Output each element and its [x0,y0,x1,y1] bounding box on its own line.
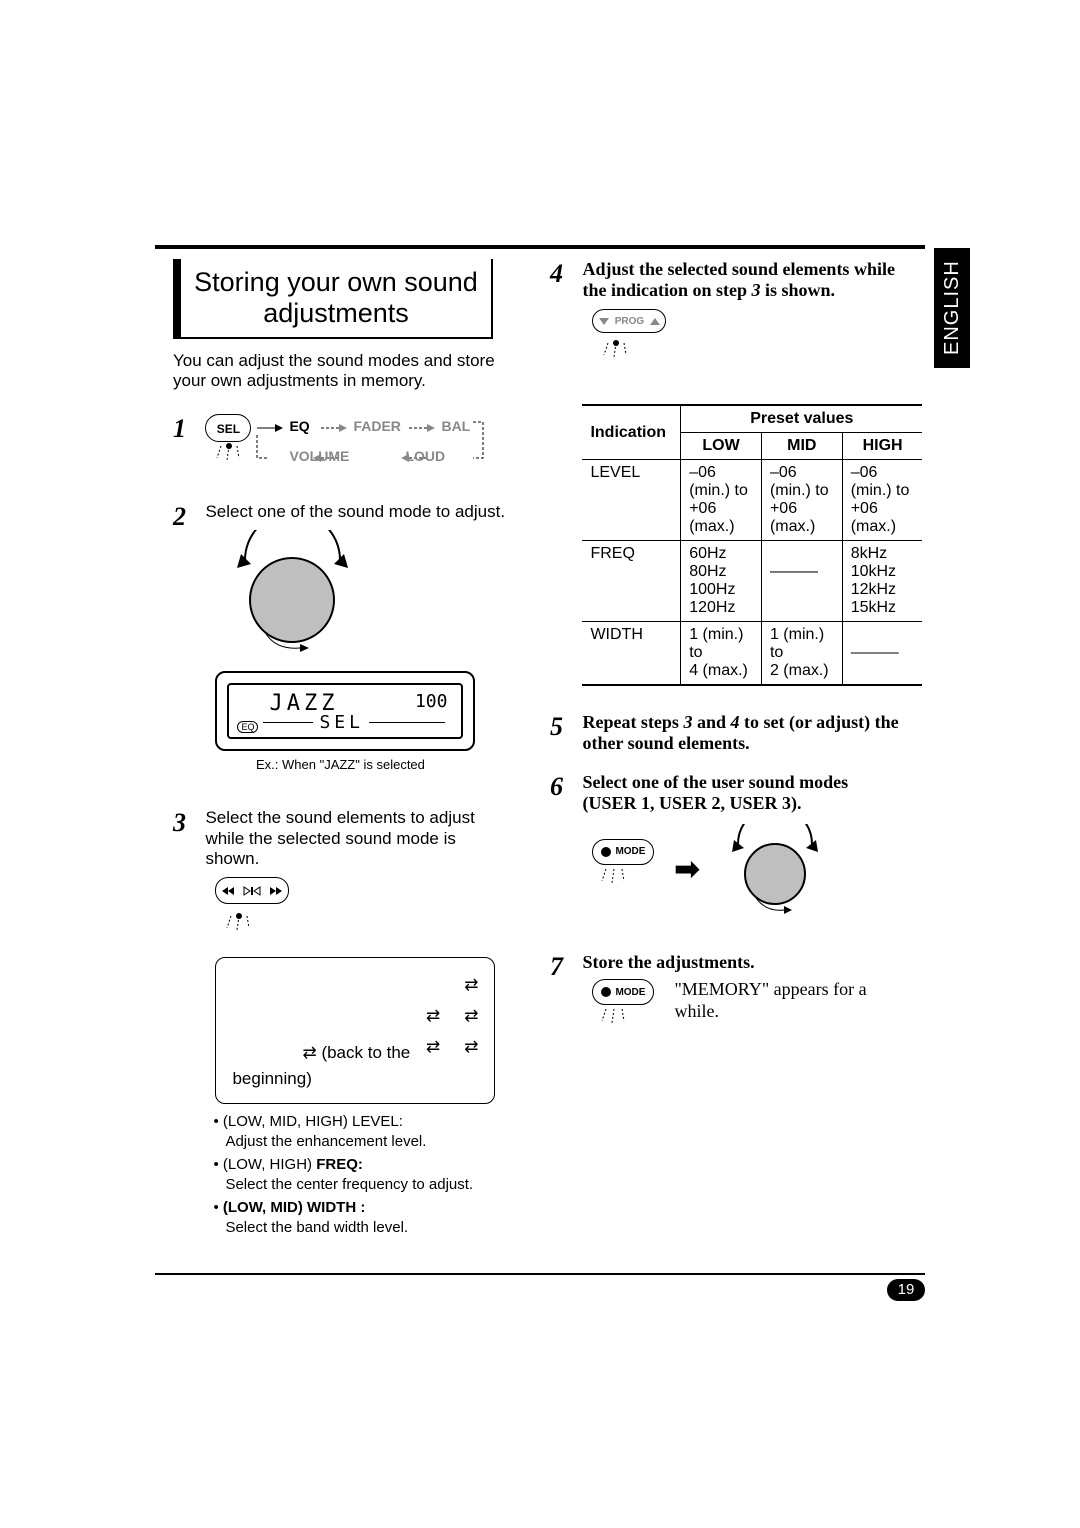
dot-icon [601,987,611,997]
th-low: LOW [681,433,762,460]
step-3: 3 Select the sound elements to adjust wh… [173,808,518,1241]
sel-button-icon: SEL [205,414,251,442]
lcd-value-text: 100 [415,691,448,712]
element-flow-box: ⇄ ⇄ ⇄ ⇄ ⇄ ⇄ (back to the beginning) [215,957,495,1104]
step-3-number: 3 [173,808,201,838]
step-2: 2 Select one of the sound mode to adjust… [173,502,518,790]
bullet-list: • (LOW, MID, HIGH) LEVEL: Adjust the enh… [205,1112,505,1237]
step-6-number: 6 [550,772,578,802]
mode-button-icon: MODE [592,839,654,865]
memory-note: "MEMORY" appears for awhile. [674,979,866,1022]
row-width-high: ——— [842,622,922,686]
step-6-diagram: MODE ➡ [592,824,902,914]
language-tab: ENGLISH [934,248,970,368]
step-5-text: Repeat steps 3 and 4 to set (or adjust) … [582,712,902,754]
seek-button-icon [215,877,289,904]
prog-label: PROG [615,316,644,327]
triangle-down-icon [599,318,609,325]
step-7-number: 7 [550,952,578,982]
row-level-name: LEVEL [582,460,680,541]
th-indication: Indication [582,405,680,460]
sel-flow-diagram: SEL [205,414,510,484]
flow-label-bal: BAL [441,418,470,434]
rotary-dial-icon [215,530,370,660]
press-motion-icon [602,339,632,369]
step-5: 5 Repeat steps 3 and 4 to set (or adjust… [550,712,910,754]
row-width-low: 1 (min.)to4 (max.) [681,622,762,686]
th-mid: MID [761,433,842,460]
th-high: HIGH [842,433,922,460]
title-line-1: Storing your own sound [193,267,479,298]
lcd-eq-badge: EQ [237,721,258,733]
page-body: Storing your own sound adjustments You c… [155,245,925,1275]
step-6: 6 Select one of the user sound modes (US… [550,772,910,934]
bullet-1a: (LOW, MID, HIGH) LEVEL: [223,1113,403,1130]
step-1-number: 1 [173,414,201,444]
flow-label-fader: FADER [353,418,400,434]
page-number: 19 [887,1279,925,1301]
row-freq-name: FREQ [582,541,680,622]
step-2-text: Select one of the sound mode to adjust. [205,502,505,522]
step-1: 1 SEL [173,414,518,484]
prog-button-icon: PROG [592,309,666,333]
press-motion-icon [600,1005,630,1035]
rotary-dial-icon [720,824,830,914]
mode-button-icon: MODE [592,979,654,1005]
display-caption: Ex.: When "JAZZ" is selected [205,757,475,772]
bullet-3-bold: (LOW, MID) WIDTH : [223,1199,365,1216]
press-motion-icon [215,442,245,472]
row-freq-mid: ——— [761,541,842,622]
bullet-3b: Select the band width level. [225,1219,408,1236]
row-level-mid: –06(min.) to+06(max.) [761,460,842,541]
step-2-number: 2 [173,502,201,532]
bullet-2a: (LOW, HIGH) [223,1156,316,1173]
flow-label-loud: LOUD [405,448,445,464]
step-4-text: Adjust the selected sound elements while… [582,259,902,301]
flow-label-volume: VOLUME [289,448,349,464]
title-line-2: adjustments [193,298,479,329]
section-title: Storing your own sound adjustments [173,259,493,339]
bullet-1b: Adjust the enhancement level. [225,1133,426,1150]
intro-text: You can adjust the sound modes and store… [173,351,518,392]
triangle-up-icon [650,318,660,325]
lcd-sel-text: SEL [319,712,364,733]
step-7: 7 Store the adjustments. MODE [550,952,910,1040]
bullet-2-bold: FREQ: [316,1156,363,1173]
step-5-number: 5 [550,712,578,742]
th-preset: Preset values [681,405,923,433]
row-width-name: WIDTH [582,622,680,686]
row-freq-low: 60Hz80Hz100Hz120Hz [681,541,762,622]
row-freq-high: 8kHz10kHz12kHz15kHz [842,541,922,622]
bullet-2b: Select the center frequency to adjust. [225,1176,473,1193]
step-7-diagram: MODE "MEMORY" appears for awhile. [592,979,902,1040]
preset-values-table: Indication Preset values LOW MID HIGH LE… [582,404,922,686]
dot-icon [601,847,611,857]
lcd-display: JAZZ 100 EQ SEL [215,671,475,751]
step-6-text: Select one of the user sound modes (USER… [582,772,902,814]
step-4-number: 4 [550,259,578,289]
step-4: 4 Adjust the selected sound elements whi… [550,259,910,686]
arrow-right-icon: ➡ [674,852,699,887]
row-level-high: –06(min.) to+06(max.) [842,460,922,541]
step-3-text: Select the sound elements to adjust whil… [205,808,505,869]
mode-label: MODE [615,987,645,998]
row-level-low: –06(min.) to+06(max.) [681,460,762,541]
mode-label: MODE [615,846,645,857]
row-width-mid: 1 (min.)to2 (max.) [761,622,842,686]
step-7-text: Store the adjustments. [582,952,902,973]
flow-back-text: (back to the beginning) [232,1043,410,1088]
flow-label-eq: EQ [289,418,309,434]
press-motion-icon [600,865,630,895]
press-motion-icon [225,912,255,942]
